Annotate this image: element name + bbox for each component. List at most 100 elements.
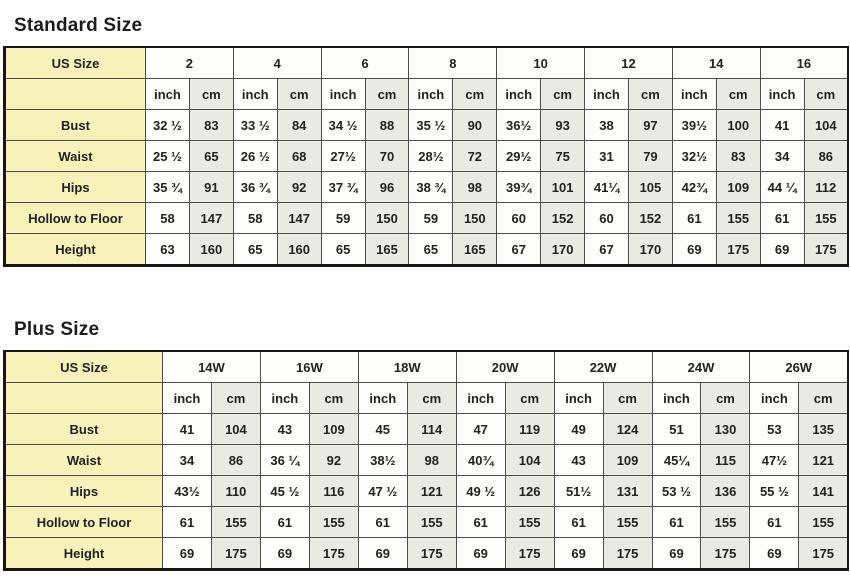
measurement-value-cell: 61	[759, 202, 805, 234]
unit-header: inch	[408, 78, 454, 110]
measurement-value-cell: 69	[455, 537, 506, 570]
measurement-value-cell: 38½	[357, 444, 408, 476]
measurement-value-cell: 175	[700, 537, 751, 570]
measurement-value-cell: 79	[627, 140, 673, 172]
measurement-value-cell: 53 ½	[651, 475, 702, 507]
measurement-value-cell: 93	[540, 109, 586, 141]
measurement-value-cell: 43	[553, 444, 604, 476]
measurement-value-cell: 155	[406, 506, 457, 538]
us-size-corner-label: US Size	[4, 350, 163, 383]
measurement-value-cell: 58	[232, 202, 278, 234]
size-header: 16	[759, 46, 849, 79]
measurement-value-cell: 96	[364, 171, 410, 203]
unit-header: inch	[553, 382, 604, 414]
measurement-value-cell: 65	[232, 233, 278, 266]
measurement-value-cell: 63	[145, 233, 190, 266]
measurement-value-cell: 121	[798, 444, 849, 476]
size-header: 4	[232, 46, 322, 79]
unit-header: cm	[700, 382, 751, 414]
unit-header: inch	[496, 78, 542, 110]
measurement-value-cell: 155	[308, 506, 359, 538]
unit-header: cm	[715, 78, 761, 110]
measurement-value-cell: 121	[406, 475, 457, 507]
measurement-value-cell: 61	[259, 506, 310, 538]
unit-header: cm	[452, 78, 498, 110]
measurement-value-cell: 97	[627, 109, 673, 141]
measurement-label: Height	[4, 233, 146, 266]
measurement-value-cell: 115	[700, 444, 751, 476]
measurement-value-cell: 65	[188, 140, 234, 172]
measurement-value-cell: 75	[540, 140, 586, 172]
measurement-value-cell: 67	[496, 233, 542, 266]
unit-header: inch	[671, 78, 717, 110]
measurement-value-cell: 135	[798, 413, 849, 445]
measurement-value-cell: 61	[357, 506, 408, 538]
measurement-value-cell: 124	[602, 413, 653, 445]
measurement-label: Hollow to Floor	[4, 506, 163, 538]
measurement-value-cell: 130	[700, 413, 751, 445]
unit-header: inch	[232, 78, 278, 110]
unit-header: cm	[188, 78, 234, 110]
measurement-value-cell: 68	[276, 140, 322, 172]
measurement-value-cell: 175	[210, 537, 261, 570]
measurement-value-cell: 109	[715, 171, 761, 203]
measurement-value-cell: 69	[162, 537, 212, 570]
measurement-value-cell: 49	[553, 413, 604, 445]
measurement-value-cell: 147	[276, 202, 322, 234]
measurement-value-cell: 40¾	[455, 444, 506, 476]
measurement-value-cell: 160	[276, 233, 322, 266]
measurement-value-cell: 175	[798, 537, 849, 570]
measurement-label: Waist	[4, 140, 146, 172]
unit-header: inch	[357, 382, 408, 414]
measurement-value-cell: 175	[803, 233, 849, 266]
measurement-label: Bust	[4, 109, 146, 141]
unit-header: inch	[259, 382, 310, 414]
unit-header: inch	[749, 382, 800, 414]
measurement-value-cell: 61	[162, 506, 212, 538]
measurement-value-cell: 165	[452, 233, 498, 266]
measurement-label: Hips	[4, 171, 146, 203]
measurement-value-cell: 38 ¾	[408, 171, 454, 203]
size-header: 10	[496, 46, 586, 79]
measurement-value-cell: 36½	[496, 109, 542, 141]
measurement-value-cell: 65	[408, 233, 454, 266]
measurement-value-cell: 28½	[408, 140, 454, 172]
measurement-value-cell: 55 ½	[749, 475, 800, 507]
measurement-value-cell: 100	[715, 109, 761, 141]
measurement-value-cell: 39¾	[496, 171, 542, 203]
measurement-value-cell: 147	[188, 202, 234, 234]
measurement-value-cell: 45 ½	[259, 475, 310, 507]
measurement-value-cell: 33 ½	[232, 109, 278, 141]
measurement-value-cell: 61	[749, 506, 800, 538]
measurement-value-cell: 175	[504, 537, 555, 570]
measurement-value-cell: 44 ¼	[759, 171, 805, 203]
measurement-value-cell: 61	[651, 506, 702, 538]
measurement-value-cell: 155	[504, 506, 555, 538]
size-header: 14W	[162, 350, 261, 383]
measurement-value-cell: 36 ¾	[232, 171, 278, 203]
us-size-corner-label: US Size	[4, 46, 146, 79]
measurement-value-cell: 51	[651, 413, 702, 445]
measurement-label: Hips	[4, 475, 163, 507]
measurement-value-cell: 150	[452, 202, 498, 234]
measurement-value-cell: 34 ½	[320, 109, 366, 141]
measurement-value-cell: 175	[406, 537, 457, 570]
measurement-value-cell: 92	[308, 444, 359, 476]
measurement-value-cell: 49 ½	[455, 475, 506, 507]
size-header: 18W	[357, 350, 457, 383]
unit-header: cm	[803, 78, 849, 110]
measurement-value-cell: 43½	[162, 475, 212, 507]
empty-corner-cell	[4, 78, 146, 110]
measurement-value-cell: 101	[540, 171, 586, 203]
measurement-value-cell: 136	[700, 475, 751, 507]
measurement-value-cell: 53	[749, 413, 800, 445]
measurement-value-cell: 58	[145, 202, 190, 234]
measurement-value-cell: 175	[308, 537, 359, 570]
measurement-value-cell: 131	[602, 475, 653, 507]
measurement-value-cell: 152	[627, 202, 673, 234]
measurement-value-cell: 70	[364, 140, 410, 172]
measurement-value-cell: 116	[308, 475, 359, 507]
unit-header: inch	[651, 382, 702, 414]
measurement-value-cell: 41¼	[584, 171, 629, 203]
unit-header: cm	[627, 78, 673, 110]
